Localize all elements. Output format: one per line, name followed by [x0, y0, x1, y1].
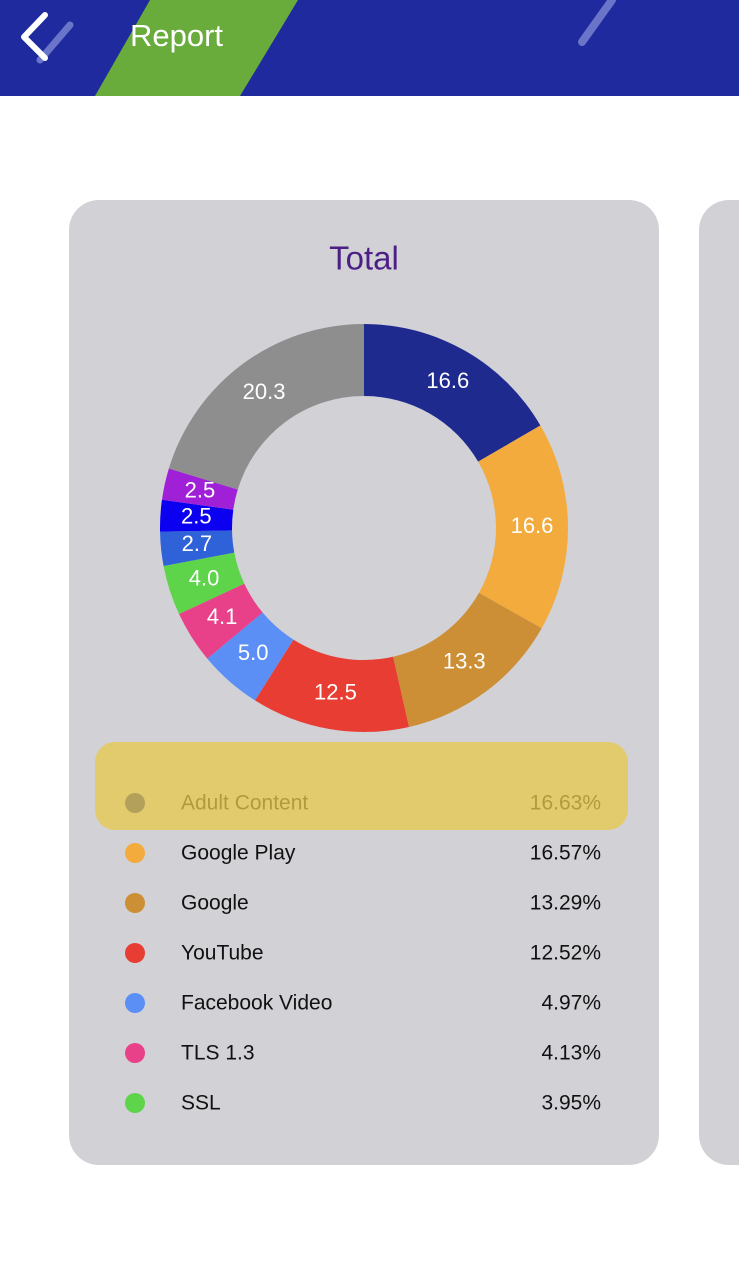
header-decoration	[578, 0, 616, 46]
legend-label: YouTube	[181, 942, 264, 965]
card	[699, 200, 739, 1165]
segment	[478, 425, 568, 629]
legend-value: 16.57%	[530, 842, 601, 865]
legend-label: SSL	[181, 1092, 221, 1115]
data-label: 4.1	[207, 604, 238, 629]
data-label: 2.7	[182, 531, 213, 556]
legend-label: Facebook Video	[181, 992, 332, 1015]
header-decoration	[95, 0, 298, 96]
segment	[168, 324, 364, 490]
data-label: 2.5	[185, 478, 216, 503]
data-label: 5.0	[238, 640, 269, 665]
legend-dot	[125, 993, 145, 1013]
data-label: 16.6	[426, 368, 469, 393]
legend-value: 4.13%	[541, 1042, 601, 1065]
segment	[254, 639, 409, 732]
legend-value: 12.52%	[530, 942, 601, 965]
back-button[interactable]	[21, 12, 48, 61]
segment	[160, 530, 235, 567]
legend-dot	[125, 943, 145, 963]
data-label: 13.3	[443, 649, 486, 674]
data-label: 4.0	[189, 565, 220, 590]
legend-value: 4.97%	[541, 992, 601, 1015]
data-label: 20.3	[243, 379, 286, 404]
header-title: Report	[130, 18, 223, 53]
segment	[161, 468, 238, 510]
highlight	[95, 742, 628, 830]
segment	[160, 499, 234, 532]
legend-dot	[125, 1093, 145, 1113]
legend-value: 13.29%	[530, 892, 601, 915]
segment	[207, 612, 294, 701]
legend-dot	[125, 843, 145, 863]
legend-dot	[125, 1043, 145, 1063]
legend-label: Google	[181, 892, 249, 915]
legend-value: 3.95%	[541, 1092, 601, 1115]
segment	[179, 583, 263, 659]
legend-label: TLS 1.3	[181, 1042, 255, 1065]
donut-chart: 16.616.613.312.55.04.14.02.72.52.520.3	[160, 324, 568, 732]
legend-label: Google Play	[181, 842, 296, 865]
data-label: 2.5	[181, 504, 212, 529]
data-label: 16.6	[511, 513, 554, 538]
legend-dot	[125, 893, 145, 913]
data-label: 12.5	[314, 679, 357, 704]
chart-title: Total	[329, 240, 399, 277]
segment	[364, 324, 541, 462]
segment	[393, 592, 542, 727]
segment	[163, 552, 245, 615]
